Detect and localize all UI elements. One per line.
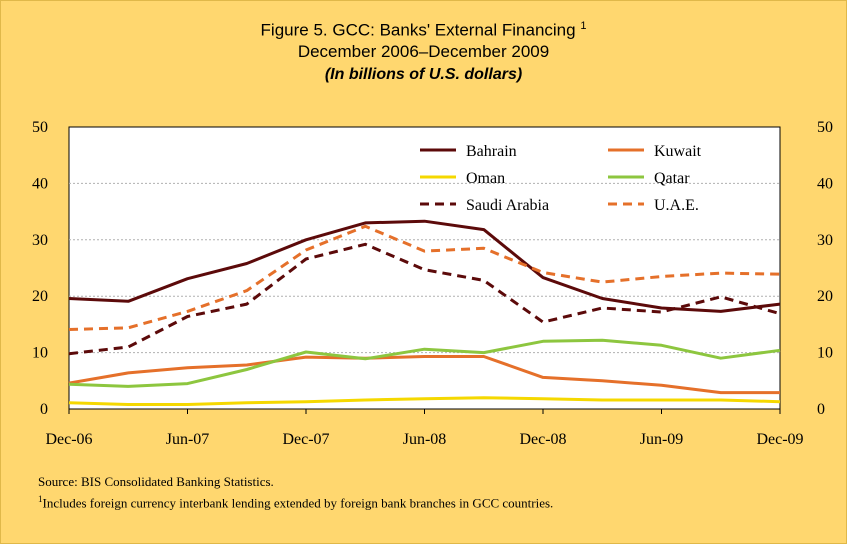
y-tick-label-left: 10 [32,345,48,362]
x-tick-label: Jun-07 [166,431,210,448]
title-footnote-marker: 1 [580,20,587,32]
plot-area [68,126,781,410]
y-tick-label-right: 30 [817,232,833,249]
series-line-qatar [68,338,781,388]
y-tick-label-right: 0 [817,401,825,418]
series-line-kuwait [68,355,780,395]
source-note: Source: BIS Consolidated Banking Statist… [38,474,274,489]
legend-label-bahrain: Bahrain [466,143,517,160]
chart-title-text: Figure 5. GCC: Banks' External Financing [260,20,576,40]
chart-title: Figure 5. GCC: Banks' External Financing… [0,20,847,41]
x-tick-label: Dec-06 [45,431,92,448]
legend-label-oman: Oman [466,170,505,187]
line-chart: 0 0 10 10 20 20 30 30 40 40 50 50 Dec-06 Jun-07 Dec-07… [32,119,833,448]
legend-label-qatar: Qatar [654,170,690,187]
legend-label-kuwait: Kuwait [654,143,702,160]
x-tick-label: Dec-07 [282,431,329,448]
x-tick-label: Jun-08 [403,431,447,448]
y-tick-label-left: 0 [40,401,48,418]
series-line-saudi-arabia [68,242,781,356]
legend-label-u-a-e-: U.A.E. [654,197,699,214]
y-tick-label-right: 50 [817,119,833,136]
y-tick-label-right: 20 [817,288,833,305]
series-line-oman [68,396,781,406]
y-tick-label-right: 10 [817,345,833,362]
series-line-bahrain [68,219,781,313]
chart-subtitle: December 2006–December 2009 [297,42,550,61]
y-tick-label-left: 40 [32,175,48,192]
y-tick-label-left: 30 [32,232,48,249]
legend-label-saudi-arabia: Saudi Arabia [466,197,549,214]
x-tick-label: Dec-09 [756,431,803,448]
x-tick-label: Jun-09 [640,431,684,448]
x-tick-label: Dec-08 [519,431,566,448]
footnote-marker: 1 [38,494,43,504]
footnote: 1Includes foreign currency interbank len… [38,494,553,511]
units-note: (In billions of U.S. dollars) [324,66,523,83]
y-tick-label-left: 50 [32,119,48,136]
y-tick-label-left: 20 [32,288,48,305]
series-line-u-a-e- [68,224,781,331]
y-tick-label-right: 40 [817,175,833,192]
footnote-text: Includes foreign currency interbank lend… [42,495,554,511]
